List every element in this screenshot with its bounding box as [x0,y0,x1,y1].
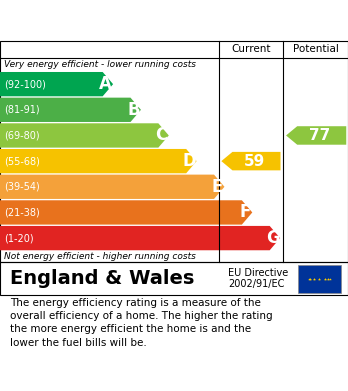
Polygon shape [0,200,252,224]
Polygon shape [0,72,113,96]
Text: The energy efficiency rating is a measure of the
overall efficiency of a home. T: The energy efficiency rating is a measur… [10,298,273,348]
Text: (21-38): (21-38) [4,208,40,217]
Text: A: A [100,75,112,93]
Text: Energy Efficiency Rating: Energy Efficiency Rating [10,11,239,30]
Text: D: D [182,152,196,170]
Text: 59: 59 [244,154,265,169]
Polygon shape [0,149,197,173]
Text: Very energy efficient - lower running costs: Very energy efficient - lower running co… [4,60,196,69]
Polygon shape [0,226,280,250]
Polygon shape [221,152,280,170]
Text: 77: 77 [309,128,330,143]
Text: (81-91): (81-91) [4,105,40,115]
Bar [298,265,341,292]
Polygon shape [0,175,224,199]
Polygon shape [286,126,346,145]
Polygon shape [0,98,141,122]
Text: F: F [239,203,251,221]
Text: Not energy efficient - higher running costs: Not energy efficient - higher running co… [4,252,196,261]
Text: Potential: Potential [293,44,339,54]
Text: E: E [212,178,223,196]
Text: (69-80): (69-80) [4,131,40,140]
Text: (55-68): (55-68) [4,156,40,166]
Text: EU Directive
2002/91/EC: EU Directive 2002/91/EC [228,268,288,289]
Text: (1-20): (1-20) [4,233,34,243]
Text: England & Wales: England & Wales [10,269,195,288]
Text: (39-54): (39-54) [4,182,40,192]
Text: Current: Current [231,44,271,54]
Text: G: G [266,229,280,247]
Text: C: C [155,126,168,144]
Polygon shape [0,123,169,148]
Text: B: B [127,101,140,119]
Text: (92-100): (92-100) [4,79,46,89]
